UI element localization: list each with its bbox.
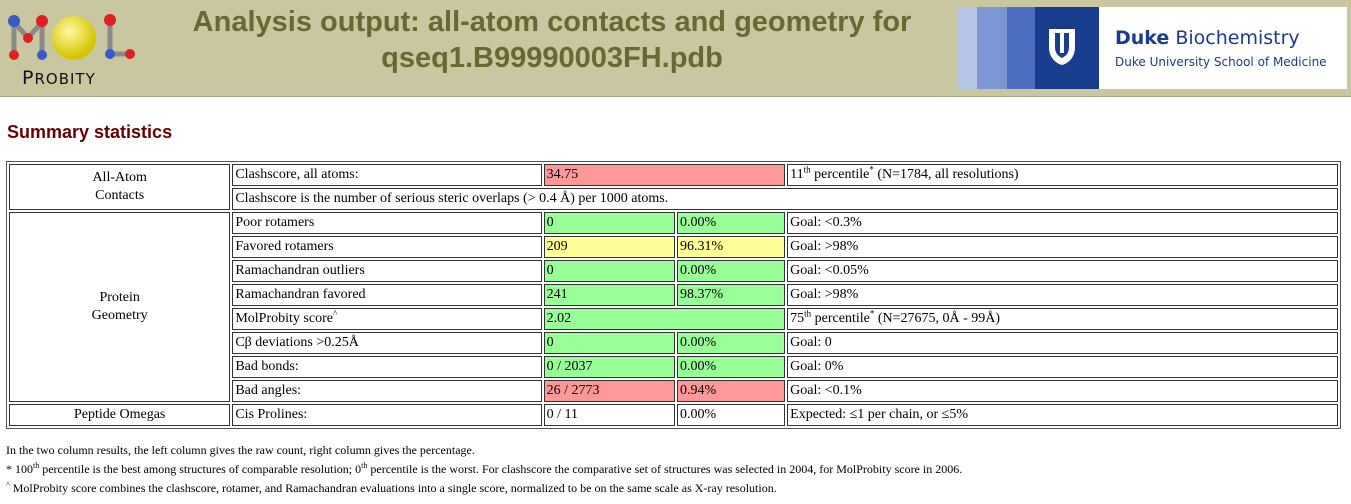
bad-angles-label: Bad angles: xyxy=(232,380,542,402)
bad-bonds-label: Bad bonds: xyxy=(232,356,542,378)
table-row: Bad bonds: 0 / 2037 0.00% Goal: 0% xyxy=(9,356,1338,378)
molecule-icon xyxy=(8,14,135,60)
title-line-2: qseq1.B99990003FH.pdb xyxy=(381,42,723,74)
rama-outliers-goal: Goal: <0.05% xyxy=(787,260,1338,282)
cis-prolines-label: Cis Prolines: xyxy=(232,404,542,426)
clashscore-percentile: 11th percentile* (N=1784, all resolution… xyxy=(787,164,1338,186)
table-row: Peptide Omegas Cis Prolines: 0 / 11 0.00… xyxy=(9,404,1338,426)
poor-rotamers-label: Poor rotamers xyxy=(232,212,542,234)
poor-rotamers-pct: 0.00% xyxy=(677,212,786,234)
clashscore-value: 34.75 xyxy=(543,164,786,186)
table-row: Protein Geometry Poor rotamers 0 0.00% Go… xyxy=(9,212,1338,402)
rama-outliers-pct: 0.00% xyxy=(677,260,786,282)
favored-rotamers-count: 209 xyxy=(543,236,675,258)
cis-prolines-goal: Expected: ≤1 per chain, or ≤5% xyxy=(787,404,1338,426)
page-header: PROBITY Analysis output: all-atom contac… xyxy=(0,0,1351,97)
favored-rotamers-goal: Goal: >98% xyxy=(787,236,1338,258)
group-all-atom-contacts: All-Atom Contacts xyxy=(9,164,231,210)
poor-rotamers-goal: Goal: <0.3% xyxy=(787,212,1338,234)
table-row: Favored rotamers 209 96.31% Goal: >98% xyxy=(9,236,1338,258)
footnote-molprobity: ^ MolProbity score combines the clashsco… xyxy=(6,480,777,496)
table-row: Cβ deviations >0.25Å 0 0.00% Goal: 0 xyxy=(9,332,1338,354)
favored-rotamers-label: Favored rotamers xyxy=(232,236,542,258)
molprobity-logo: PROBITY xyxy=(4,6,138,89)
title-line-1: Analysis output: all-atom contacts and g… xyxy=(192,6,912,38)
table-row: Ramachandran outliers 0 0.00% Goal: <0.0… xyxy=(9,260,1338,282)
molprobity-percentile: 75th percentile* (N=27675, 0Å - 99Å) xyxy=(787,308,1338,330)
group-peptide-omegas: Peptide Omegas xyxy=(9,404,231,426)
table-row: Ramachandran favored 241 98.37% Goal: >9… xyxy=(9,284,1338,306)
clashscore-explanation: Clashscore is the number of serious ster… xyxy=(232,188,1338,210)
molprobity-score-label: MolProbity score^ xyxy=(232,308,542,330)
duke-biochemistry-logo[interactable]: Duke Biochemistry Duke University School… xyxy=(957,7,1347,89)
bad-bonds-count: 0 / 2037 xyxy=(543,356,675,378)
summary-heading: Summary statistics xyxy=(7,122,173,142)
cb-deviations-count: 0 xyxy=(543,332,675,354)
duke-school-text: Duke University School of Medicine xyxy=(1115,55,1327,69)
cb-deviations-pct: 0.00% xyxy=(677,332,786,354)
footnote-percentile: * 100th percentile is the best among str… xyxy=(6,461,963,477)
duke-biochemistry-text: Duke Biochemistry xyxy=(1115,27,1300,49)
page-title: Analysis output: all-atom contacts and g… xyxy=(148,4,956,76)
rama-favored-goal: Goal: >98% xyxy=(787,284,1338,306)
clashscore-label: Clashscore, all atoms: xyxy=(232,164,542,186)
duke-shield-icon xyxy=(957,7,1099,89)
table-row: MolProbity score^ 2.02 75th percentile* … xyxy=(9,308,1338,330)
bad-angles-pct: 0.94% xyxy=(677,380,786,402)
table-row: Clashscore is the number of serious ster… xyxy=(9,188,1338,210)
molprobity-score-value: 2.02 xyxy=(543,308,786,330)
cb-deviations-goal: Goal: 0 xyxy=(787,332,1338,354)
table-row: Bad angles: 26 / 2773 0.94% Goal: <0.1% xyxy=(9,380,1338,402)
bad-bonds-pct: 0.00% xyxy=(677,356,786,378)
rama-favored-count: 241 xyxy=(543,284,675,306)
bad-angles-goal: Goal: <0.1% xyxy=(787,380,1338,402)
summary-table: All-Atom Contacts Clashscore, all atoms: … xyxy=(6,161,1341,429)
bad-angles-count: 26 / 2773 xyxy=(543,380,675,402)
rama-favored-label: Ramachandran favored xyxy=(232,284,542,306)
cb-deviations-label: Cβ deviations >0.25Å xyxy=(232,332,542,354)
rama-favored-pct: 98.37% xyxy=(677,284,786,306)
poor-rotamers-count: 0 xyxy=(543,212,675,234)
logo-wordmark: PROBITY xyxy=(22,67,96,89)
cis-prolines-count: 0 / 11 xyxy=(543,404,675,426)
group-protein-geometry: Protein Geometry xyxy=(9,212,231,402)
rama-outliers-count: 0 xyxy=(543,260,675,282)
cis-prolines-pct: 0.00% xyxy=(677,404,786,426)
footnotes: In the two column results, the left colu… xyxy=(6,441,962,498)
favored-rotamers-pct: 96.31% xyxy=(677,236,786,258)
footnote-columns: In the two column results, the left colu… xyxy=(6,443,475,457)
table-row: All-Atom Contacts Clashscore, all atoms: … xyxy=(9,164,1338,210)
bad-bonds-goal: Goal: 0% xyxy=(787,356,1338,378)
rama-outliers-label: Ramachandran outliers xyxy=(232,260,542,282)
